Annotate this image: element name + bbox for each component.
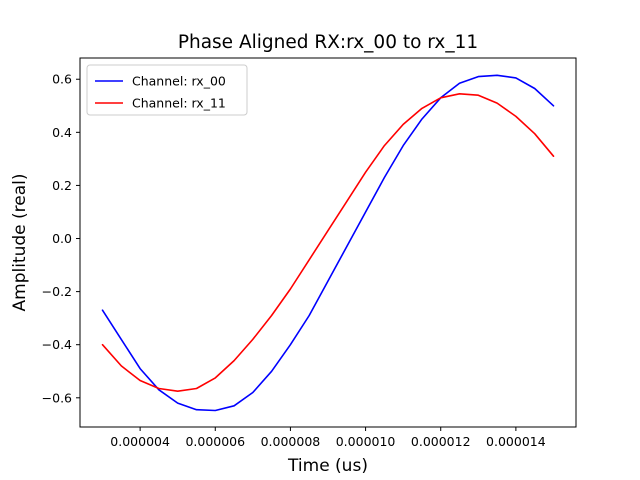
series-line-0 [101,74,555,412]
y-tick-label: 0.6 [52,72,72,87]
x-tick-label: 0.000004 [110,434,170,449]
x-axis-ticks: 0.000004 0.000006 0.000008 0.000010 0.000012… [110,427,546,449]
series-line-1 [101,93,555,393]
x-axis-label: Time (us) [287,456,368,476]
y-tick-label: 0.2 [52,178,72,193]
series-layer [101,74,555,412]
legend: Channel: rx_00 Channel: rx_11 [86,64,248,116]
y-axis-label: Amplitude (real) [10,173,30,311]
legend-box [86,64,248,116]
x-tick-label: 0.000014 [486,434,546,449]
legend-label-1: Channel: rx_11 [132,96,226,111]
plot-frame [79,57,577,428]
legend-label-0: Channel: rx_00 [132,74,226,89]
y-tick-label: −0.2 [42,284,72,299]
y-tick-label: 0.4 [52,125,72,140]
x-tick-label: 0.000008 [261,434,321,449]
y-tick-label: −0.6 [42,390,72,405]
y-tick-label: 0.0 [52,231,72,246]
y-tick-label: −0.4 [42,337,72,352]
x-tick-label: 0.000006 [185,434,245,449]
x-tick-label: 0.000010 [336,434,396,449]
chart-title: Phase Aligned RX:rx_00 to rx_11 [178,32,478,53]
y-axis-ticks: −0.6 −0.4 −0.2 0.0 0.2 0.4 0.6 [42,72,80,405]
x-tick-label: 0.000012 [411,434,471,449]
